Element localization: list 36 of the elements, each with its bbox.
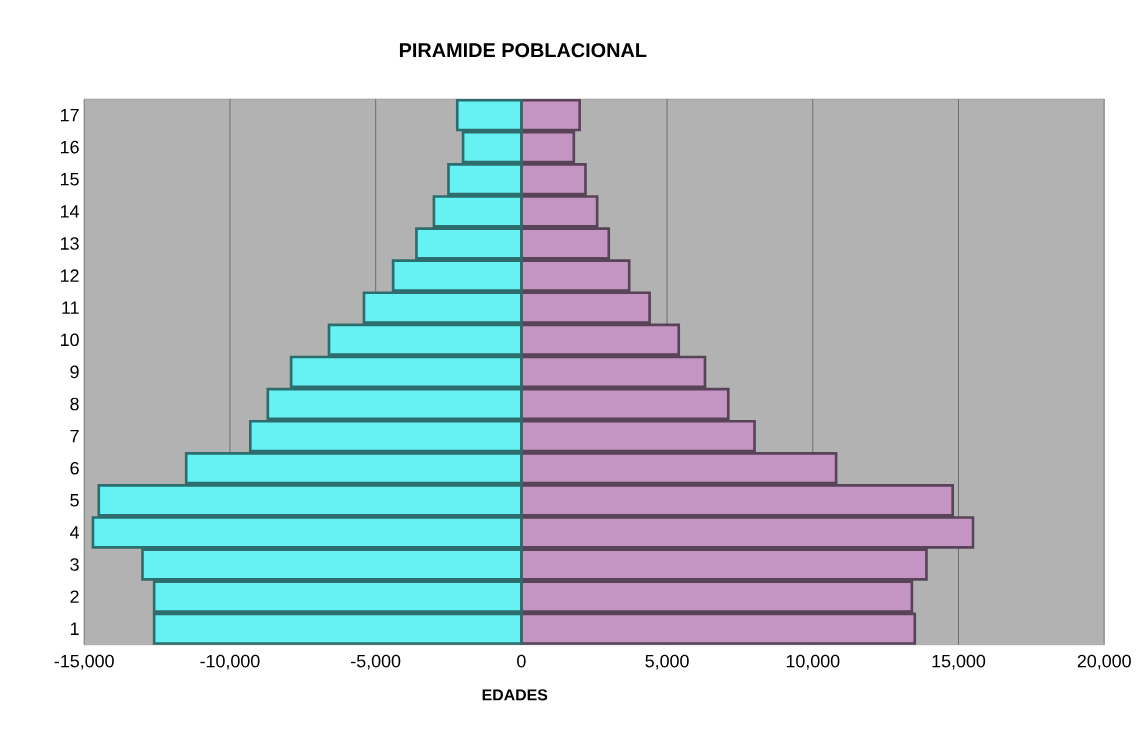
chart-title: PIRAMIDE POBLACIONAL bbox=[399, 43, 647, 58]
x-tick-label: 5,000 bbox=[645, 654, 689, 670]
y-tick-label: 5 bbox=[70, 493, 79, 507]
y-tick-label: 15 bbox=[61, 172, 79, 186]
x-tick-label: 10,000 bbox=[786, 654, 840, 670]
y-tick-label: 10 bbox=[61, 333, 79, 347]
bar bbox=[520, 516, 975, 549]
x-axis-title: EDADES bbox=[482, 689, 548, 701]
y-tick-label: 1 bbox=[70, 622, 79, 635]
y-tick-label: 2 bbox=[70, 590, 79, 603]
y-tick-label: 17 bbox=[61, 108, 79, 122]
y-tick-label: 13 bbox=[61, 237, 79, 250]
bar bbox=[152, 612, 523, 645]
y-tick-label: 9 bbox=[70, 365, 79, 379]
bar bbox=[520, 548, 928, 581]
bar bbox=[520, 580, 914, 613]
x-tick-label: 0 bbox=[517, 654, 526, 668]
y-tick-label: 11 bbox=[62, 301, 79, 314]
bar bbox=[91, 516, 523, 549]
bar bbox=[141, 548, 523, 581]
bar bbox=[266, 387, 523, 421]
y-tick-label: 8 bbox=[70, 397, 79, 411]
bar bbox=[152, 580, 523, 613]
y-tick-label: 12 bbox=[61, 269, 79, 282]
x-tick-label: -15,000 bbox=[54, 654, 114, 670]
y-tick-label: 14 bbox=[61, 205, 80, 218]
y-tick-label: 3 bbox=[70, 558, 79, 571]
y-tick-label: 7 bbox=[70, 429, 79, 443]
x-tick-label: 20,000 bbox=[1077, 654, 1131, 670]
y-tick-label: 6 bbox=[70, 461, 79, 475]
bar bbox=[520, 387, 730, 421]
x-tick-label: -10,000 bbox=[200, 654, 260, 670]
x-tick-label: -5,000 bbox=[351, 654, 401, 670]
y-tick-label: 4 bbox=[69, 526, 80, 539]
y-tick-label: 16 bbox=[61, 140, 79, 154]
x-tick-label: 15,000 bbox=[932, 654, 986, 670]
